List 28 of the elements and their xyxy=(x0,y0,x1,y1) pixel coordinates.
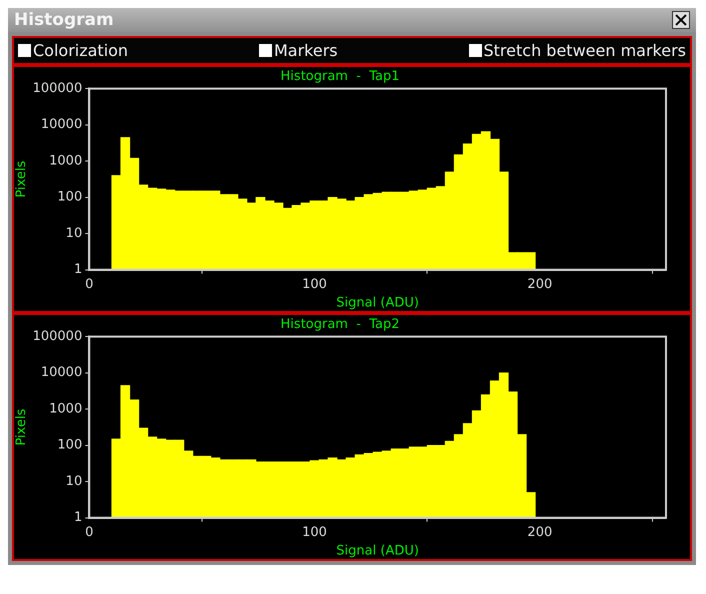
text: Colorization xyxy=(33,41,128,60)
y-tick-label: 1000 xyxy=(49,153,82,168)
text: Markers xyxy=(274,41,338,60)
y-axis-title: Pixels xyxy=(14,160,30,198)
y-tick-label: 1 xyxy=(74,510,82,526)
x-axis-title: Signal (ADU) xyxy=(336,544,419,559)
y-tick-label: 1000 xyxy=(49,401,82,416)
y-tick-label: 10000 xyxy=(40,117,82,132)
y-tick-label: 100 xyxy=(57,438,82,453)
y-tick-label: 10000 xyxy=(40,365,82,380)
y-tick-label: 100000 xyxy=(32,80,82,96)
x-tick-label: 0 xyxy=(85,524,94,540)
y-tick-label: 100000 xyxy=(32,328,82,344)
y-tick-label: 100 xyxy=(57,190,82,205)
x-tick-label: 100 xyxy=(302,524,327,540)
y-axis-title: Pixels xyxy=(14,408,30,446)
text: Histogram xyxy=(14,10,114,30)
text: Stretch between markers xyxy=(484,41,686,60)
y-tick-label: 10 xyxy=(66,226,82,241)
x-tick-label: 200 xyxy=(527,524,552,540)
chart-title: Histogram - Tap1 xyxy=(280,69,400,84)
chart-title: Histogram - Tap2 xyxy=(280,317,400,332)
y-tick-label: 10 xyxy=(66,474,82,489)
x-tick-label: 0 xyxy=(85,276,94,292)
x-tick-label: 100 xyxy=(302,276,327,292)
y-tick-label: 1 xyxy=(74,262,82,278)
x-tick-label: 200 xyxy=(527,276,552,292)
x-axis-title: Signal (ADU) xyxy=(336,296,419,311)
